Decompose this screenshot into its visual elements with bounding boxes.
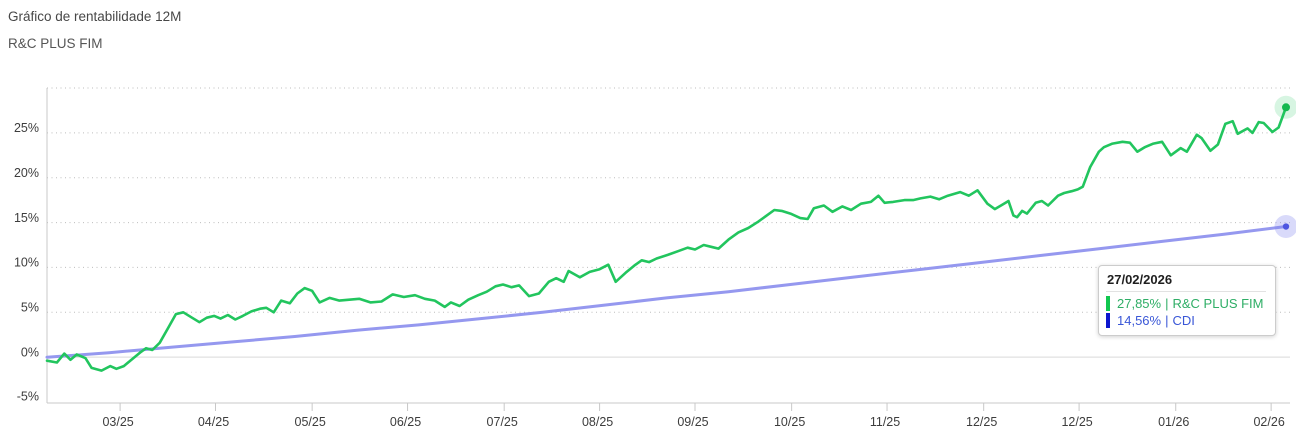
x-axis-label: 02/26 [1253,415,1284,429]
tooltip-cdi-value: 14,56% [1117,313,1162,328]
tooltip-fund-separator: | [1165,296,1169,311]
tooltip-fund-value: 27,85% [1117,296,1162,311]
tooltip-cdi-text: 14,56% | CDI [1117,313,1195,328]
fund-endpoint-dot [1282,103,1290,112]
y-axis-label: 10% [14,256,39,270]
x-axis-label: 05/25 [295,415,326,429]
x-axis-label: 03/25 [102,415,133,429]
x-axis-label: 12/25 [1061,415,1092,429]
cdi-line[interactable] [45,225,1288,359]
x-axis-label: 07/25 [487,415,518,429]
x-axis-label: 12/25 [966,415,997,429]
fund-swatch-icon [1106,296,1110,311]
y-axis-label: 25% [14,121,39,135]
tooltip-row-fund: 27,85% | R&C PLUS FIM [1106,296,1266,311]
tooltip-cdi-name: CDI [1172,313,1195,328]
x-axis-label: 09/25 [677,415,708,429]
x-axis-label: 04/25 [198,415,229,429]
x-axis-label: 01/26 [1158,415,1189,429]
x-axis-label: 06/25 [390,415,421,429]
chart-subtitle: R&C PLUS FIM [8,36,103,51]
tooltip-row-cdi: 14,56% | CDI [1106,313,1266,328]
tooltip-date: 27/02/2026 [1106,272,1266,292]
x-axis-label: 08/25 [582,415,613,429]
y-axis-label: -5% [17,389,39,403]
y-axis-label: 0% [21,345,39,359]
y-axis-label: 5% [21,301,39,315]
x-axis-label: 10/25 [774,415,805,429]
tooltip-fund-name: R&C PLUS FIM [1172,296,1264,311]
chart-title: Gráfico de rentabilidade 12M [8,9,182,24]
cdi-swatch-icon [1106,313,1110,328]
tooltip-fund-text: 27,85% | R&C PLUS FIM [1117,296,1264,311]
y-axis-label: 15% [14,211,39,225]
cdi-endpoint-dot [1282,223,1290,230]
tooltip-cdi-separator: | [1165,313,1169,328]
tooltip: 27/02/2026 27,85% | R&C PLUS FIM 14,56% | CD… [1098,265,1276,336]
x-axis-label: 11/25 [870,415,900,429]
y-axis-label: 20% [14,166,39,180]
chart-header: Gráfico de rentabilidade 12M R&C PLUS FI… [8,8,181,52]
fund-line[interactable] [45,106,1288,372]
